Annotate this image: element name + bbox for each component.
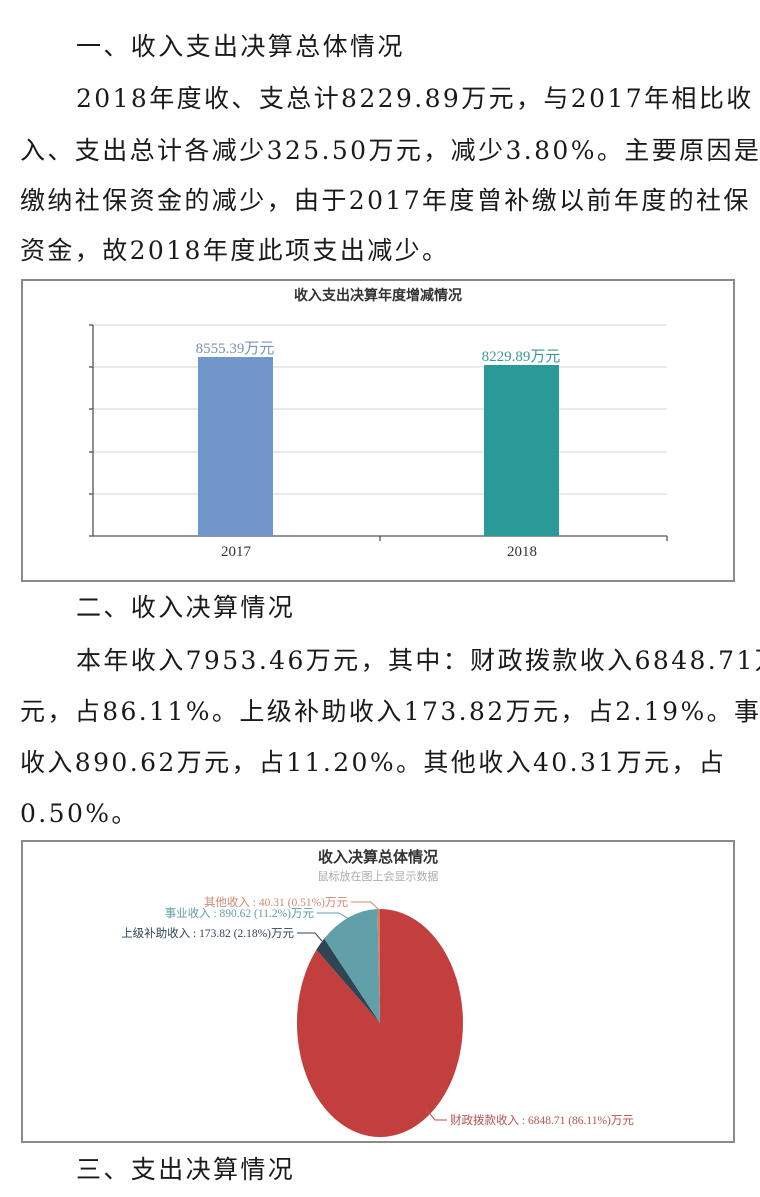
paragraph-line: 入、支出总计各减少325.50万元，减少3.80%。主要原因是 — [20, 136, 760, 165]
paragraph-line: 0.50%。 — [20, 799, 139, 828]
leader-line-caizheng — [424, 1107, 447, 1121]
paragraph-line: 收入890.62万元，占11.20%。其他收入40.31万元，占 — [20, 748, 727, 777]
pie-chart[interactable]: 收入决算总体情况 鼠标放在图上会显示数据 其他收入 : 40.31 (0.51%… — [21, 840, 735, 1143]
leader-line-shiye — [317, 912, 350, 920]
bar-chart[interactable]: 收入支出决算年度增减情况 8555.39万元 8229.89万元 2017 — [21, 279, 735, 582]
section-heading-2: 二、收入决算情况 — [76, 593, 296, 622]
pie-slice-shiye[interactable] — [324, 909, 380, 1023]
pie-label-shiye: 事业收入 : 890.62 (11.2%)万元 — [165, 906, 315, 920]
bar-2018 — [484, 365, 559, 536]
paragraph-line: 缴纳社保资金的减少，由于2017年度曾补缴以前年度的社保 — [20, 186, 751, 215]
y-axis — [89, 324, 94, 537]
bar-2017 — [198, 357, 273, 536]
pie-slice-caizheng[interactable] — [296, 909, 463, 1137]
bar-chart-plot: 8555.39万元 8229.89万元 2017 2018 — [89, 324, 668, 560]
pie-slice-shangji[interactable] — [316, 938, 380, 1023]
pie-chart-subtitle: 鼠标放在图上会显示数据 — [317, 870, 439, 883]
section-heading-1: 一、收入支出决算总体情况 — [76, 32, 405, 61]
pie-chart-title: 收入决算总体情况 — [317, 848, 438, 866]
bar-label-2018: 8229.89万元 — [482, 349, 561, 365]
paragraph-line: 资金，故2018年度此项支出减少。 — [20, 236, 450, 265]
x-tick-2018: 2018 — [507, 544, 537, 560]
section-heading-3: 三、支出决算情况 — [76, 1155, 296, 1184]
paragraph-line: 本年收入7953.46万元，其中：财政拨款收入6848.71万 — [76, 646, 760, 675]
pie-label-qita: 其他收入 : 40.31 (0.51%)万元 — [204, 895, 349, 909]
pie-chart-plot: 其他收入 : 40.31 (0.51%)万元 事业收入 : 890.62 (11… — [121, 895, 634, 1137]
x-tick-2017: 2017 — [221, 544, 252, 560]
bar-chart-title: 收入支出决算年度增减情况 — [294, 288, 462, 304]
bar-label-2017: 8555.39万元 — [196, 341, 275, 357]
pie-slice-qita[interactable] — [377, 908, 380, 1023]
paragraph-line: 元，占86.11%。上级补助收入173.82万元，占2.19%。事业 — [20, 697, 760, 726]
leader-line-qita — [351, 901, 380, 911]
paragraph-line: 2018年度收、支总计8229.89万元，与2017年相比收 — [76, 84, 754, 113]
pie-label-caizheng: 财政拨款收入 : 6848.71 (86.11%)万元 — [450, 1113, 634, 1127]
gridlines — [93, 324, 667, 495]
x-axis — [93, 535, 668, 541]
leader-line-shangji — [297, 932, 323, 942]
pie-label-shangji: 上级补助收入 : 173.82 (2.18%)万元 — [121, 926, 294, 940]
